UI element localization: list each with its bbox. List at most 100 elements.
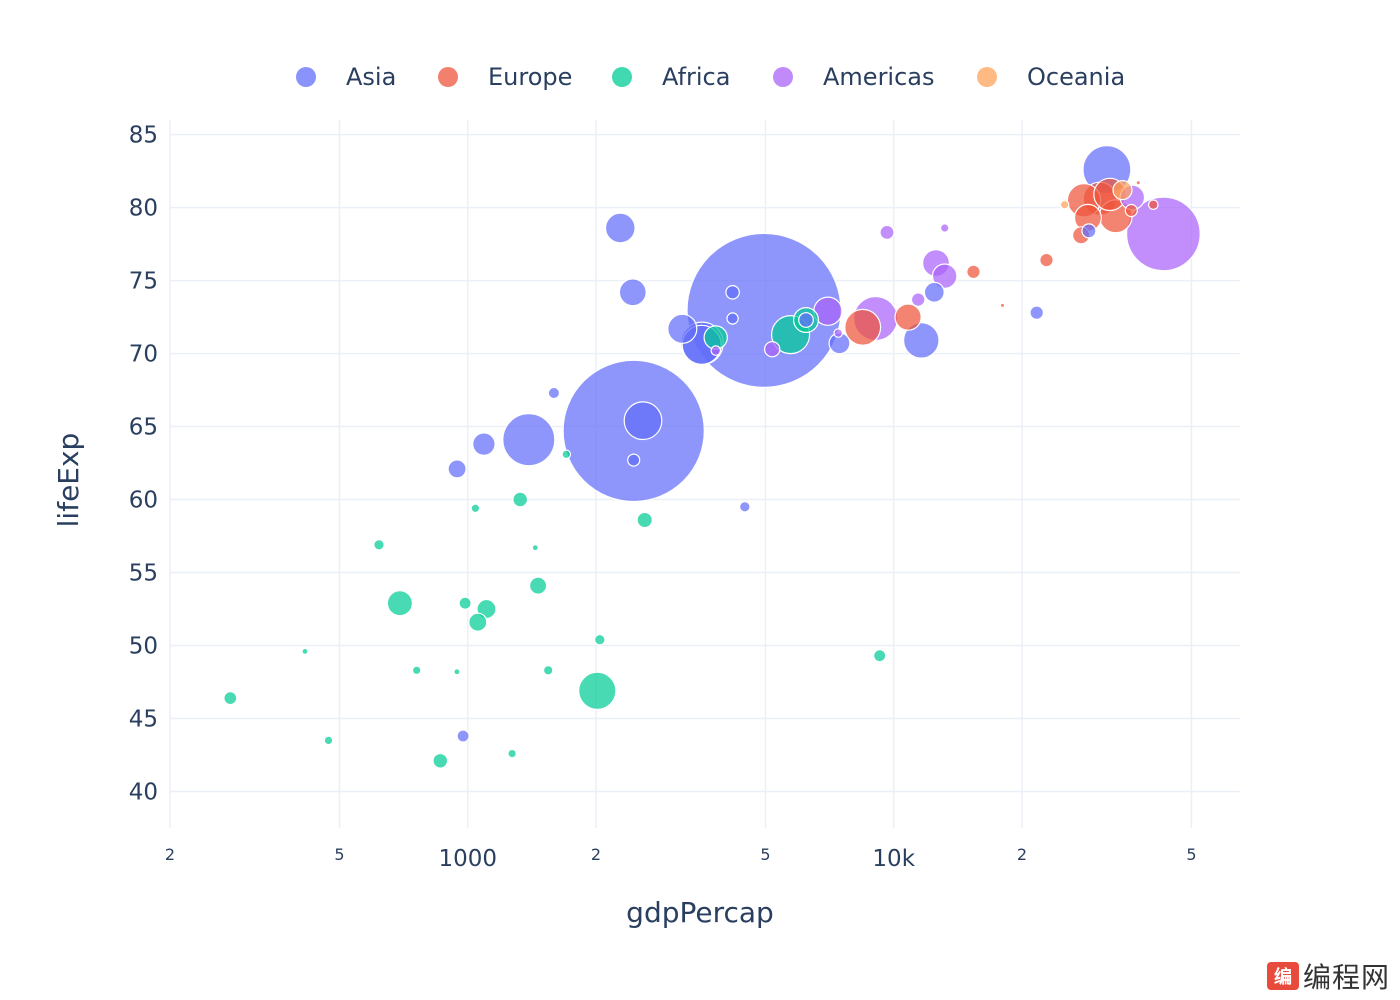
data-point-europe[interactable]	[966, 264, 981, 280]
data-point-africa[interactable]	[561, 449, 572, 460]
data-point-europe[interactable]	[844, 308, 882, 346]
data-point-africa[interactable]	[458, 596, 472, 610]
legend-item-americas[interactable]: Americas	[773, 63, 935, 91]
data-point-asia[interactable]	[798, 312, 814, 328]
x-tick-label: 10k	[872, 846, 915, 872]
legend-label: Oceania	[1027, 63, 1125, 91]
legend-marker-icon	[438, 67, 458, 87]
data-point-africa[interactable]	[373, 538, 385, 551]
legend-item-asia[interactable]: Asia	[296, 63, 396, 91]
data-point-asia[interactable]	[738, 500, 751, 513]
y-tick-label: 50	[129, 634, 158, 660]
data-point-africa[interactable]	[223, 691, 238, 706]
y-axis-title: lifeExp	[52, 433, 85, 528]
data-point-africa[interactable]	[873, 649, 887, 663]
data-point-africa[interactable]	[507, 748, 517, 759]
data-point-europe[interactable]	[1135, 180, 1142, 186]
watermark-logo-icon: 编	[1266, 962, 1299, 990]
data-point-africa[interactable]	[411, 665, 422, 676]
x-tick-minor-label: 5	[334, 845, 344, 864]
data-point-africa[interactable]	[468, 612, 488, 632]
data-point-africa[interactable]	[528, 576, 548, 595]
data-point-asia[interactable]	[1081, 223, 1097, 239]
data-point-africa[interactable]	[578, 671, 617, 711]
legend-item-africa[interactable]: Africa	[612, 63, 730, 91]
data-point-africa[interactable]	[512, 491, 529, 508]
data-point-americas[interactable]	[931, 263, 958, 289]
legend-marker-icon	[612, 67, 632, 87]
data-point-asia[interactable]	[502, 413, 556, 467]
legend-label: Europe	[488, 63, 572, 91]
legend[interactable]: Asia Europe Africa Americas Oceania	[296, 63, 1125, 91]
data-point-asia[interactable]	[725, 284, 740, 300]
data-point-africa[interactable]	[323, 735, 334, 746]
data-point-europe[interactable]	[1124, 203, 1138, 218]
data-point-asia[interactable]	[604, 212, 636, 244]
data-point-americas[interactable]	[939, 223, 950, 233]
data-point-asia[interactable]	[726, 312, 739, 325]
data-point-asia[interactable]	[618, 278, 647, 307]
legend-item-oceania[interactable]: Oceania	[977, 63, 1125, 91]
data-point-africa[interactable]	[593, 633, 606, 646]
x-tick-minor-label: 2	[165, 845, 175, 864]
data-point-americas[interactable]	[879, 224, 895, 240]
data-point-africa[interactable]	[636, 511, 653, 529]
data-point-asia[interactable]	[667, 313, 698, 344]
data-point-asia[interactable]	[923, 281, 945, 303]
x-axis-ticks: 1000 10k 2 5 2 5 2 5	[165, 845, 1197, 872]
data-point-americas[interactable]	[910, 292, 926, 307]
data-point-americas[interactable]	[764, 341, 781, 358]
legend-item-europe[interactable]: Europe	[438, 63, 572, 91]
data-point-oceania[interactable]	[1059, 199, 1070, 210]
data-point-europe[interactable]	[999, 302, 1006, 309]
legend-label: Asia	[346, 63, 396, 91]
data-point-europe[interactable]	[1039, 252, 1054, 268]
legend-label: Africa	[662, 63, 730, 91]
y-tick-label: 60	[129, 488, 158, 514]
watermark: 编 编程网	[1266, 956, 1390, 996]
data-point-africa[interactable]	[432, 752, 449, 769]
data-point-oceania[interactable]	[1112, 180, 1133, 201]
data-point-asia[interactable]	[627, 453, 641, 467]
legend-marker-icon	[977, 67, 997, 87]
x-tick-minor-label: 2	[591, 845, 601, 864]
data-point-americas[interactable]	[710, 345, 722, 356]
data-point-americas[interactable]	[833, 328, 843, 338]
data-point-europe[interactable]	[894, 303, 922, 331]
data-point-asia[interactable]	[547, 386, 561, 400]
data-point-africa[interactable]	[470, 503, 481, 514]
x-tick-minor-label: 5	[1186, 845, 1196, 864]
y-tick-label: 70	[129, 342, 158, 368]
x-tick-minor-label: 5	[760, 845, 770, 864]
grid	[169, 120, 1240, 828]
y-tick-label: 55	[129, 561, 158, 587]
legend-marker-icon	[296, 67, 316, 87]
data-point-asia[interactable]	[472, 432, 496, 456]
x-axis-title: gdpPercap	[626, 896, 774, 929]
bubbles[interactable]	[223, 145, 1201, 769]
y-tick-label: 80	[129, 196, 158, 222]
watermark-text: 编程网	[1302, 961, 1390, 994]
data-point-europe[interactable]	[1148, 199, 1159, 210]
data-point-africa[interactable]	[386, 590, 413, 617]
data-point-asia[interactable]	[1029, 305, 1044, 320]
data-point-africa[interactable]	[453, 668, 461, 676]
y-tick-label: 40	[129, 780, 158, 806]
y-tick-label: 65	[129, 415, 158, 441]
legend-marker-icon	[773, 67, 793, 87]
data-point-asia[interactable]	[623, 401, 663, 441]
data-point-americas[interactable]	[1125, 196, 1201, 272]
data-point-africa[interactable]	[301, 647, 309, 656]
y-tick-label: 45	[129, 707, 158, 733]
data-point-africa[interactable]	[531, 544, 539, 552]
data-point-asia[interactable]	[456, 729, 470, 743]
y-tick-label: 85	[129, 123, 158, 149]
legend-label: Americas	[823, 63, 935, 91]
data-point-africa[interactable]	[542, 664, 554, 676]
data-point-asia[interactable]	[447, 459, 467, 479]
data-point-asia[interactable]	[902, 322, 940, 359]
y-tick-label: 75	[129, 269, 158, 295]
y-axis-ticks: 40 45 50 55 60 65 70 75 80 85	[129, 123, 158, 806]
x-tick-minor-label: 2	[1017, 845, 1027, 864]
